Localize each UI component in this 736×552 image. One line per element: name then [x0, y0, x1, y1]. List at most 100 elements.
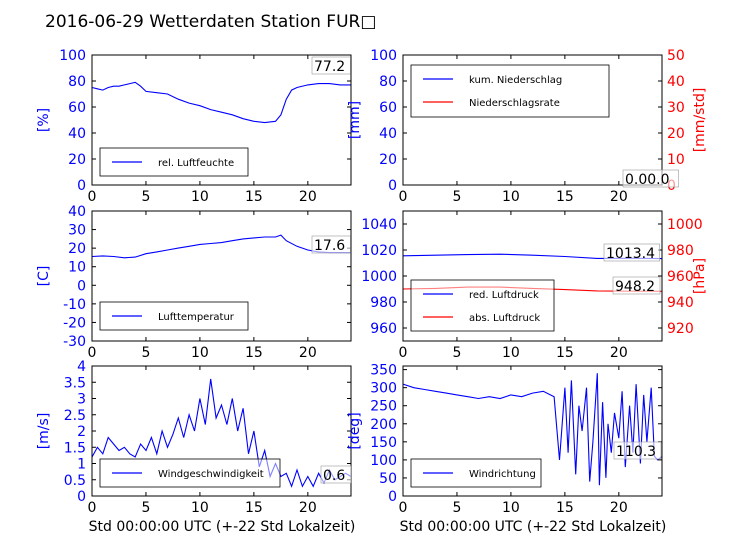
y-tick-label: 1020 [361, 243, 397, 259]
legend: rel. Luftfeuchte [99, 147, 249, 177]
y-tick-label: 80 [68, 74, 86, 90]
y-axis-label: [C] [36, 266, 52, 287]
x-tick-label: 0 [399, 500, 408, 516]
x-tick-label: 0 [399, 345, 408, 361]
x-tick-label: 20 [610, 345, 628, 361]
y-tick-label: 1.5 [64, 440, 86, 456]
y-tick-label: 40 [379, 126, 397, 142]
plot-frame [91, 54, 352, 186]
annotation-label: 17.6 [314, 238, 345, 254]
x-tick-label: 0 [88, 345, 97, 361]
y-tick-label: 80 [379, 74, 397, 90]
y2-axis-label: [mm/std] [692, 88, 708, 153]
legend-label: Windgeschwindigkeit [158, 469, 264, 480]
legend: red. Luftdruck abs. Luftdruck [410, 279, 555, 332]
annotation-box [603, 243, 660, 262]
annotation-box [622, 169, 679, 188]
plot-frame [402, 365, 663, 497]
y2-tick-label: 40 [667, 74, 685, 90]
legend-label: red. Luftdruck [469, 290, 539, 301]
y-tick-label: 0.5 [64, 473, 86, 489]
legend-label: abs. Luftdruck [469, 313, 540, 324]
x-tick-label: 10 [191, 189, 209, 205]
x-tick-label: 5 [452, 500, 461, 516]
x-tick-label: 15 [245, 500, 263, 516]
y-tick-label: 150 [370, 435, 397, 451]
annotation-box [320, 465, 352, 484]
annotation-box [311, 235, 351, 254]
y-axis-label: [mm] [347, 101, 363, 139]
y-tick-label: 20 [68, 241, 86, 257]
series-line [402, 373, 663, 486]
annotation-label: 77.2 [314, 59, 345, 75]
y-tick-label: 2 [77, 424, 86, 440]
legend: Windgeschwindigkeit [99, 458, 281, 488]
y2-tick-label: 1000 [667, 217, 703, 233]
chart-winddir: 0 5 10 15 20050100150200250300350[deg]Windri… [347, 363, 663, 516]
y-tick-label: -10 [63, 297, 86, 313]
x-tick-label: 10 [191, 345, 209, 361]
x-tick-label: 15 [556, 500, 574, 516]
x-tick-label: 5 [141, 500, 150, 516]
chart-precip: 0510152002040608010001020304050[mm][mm/s… [347, 48, 708, 205]
y-tick-label: 40 [68, 204, 86, 220]
x-tick-label: 20 [299, 345, 317, 361]
y-tick-label: 100 [59, 48, 86, 64]
series-line [91, 378, 352, 488]
y2-tick-label: 50 [667, 48, 685, 64]
y-axis-label: [deg] [347, 412, 363, 449]
annotation-label: 110.3 [616, 444, 656, 460]
legend-label: Windrichtung [469, 469, 536, 480]
y-tick-label: 30 [68, 223, 86, 239]
y-tick-label: -20 [63, 315, 86, 331]
y-tick-label: 1040 [361, 217, 397, 233]
y-tick-label: 40 [68, 126, 86, 142]
x-tick-label: 15 [556, 189, 574, 205]
y-tick-label: 300 [370, 381, 397, 397]
x-tick-label: 10 [502, 189, 520, 205]
chart-wind: 0 5 10 15 20 00.511.522.533.54 [m/s] Windgeschw… [36, 359, 352, 516]
x-tick-label: 20 [299, 500, 317, 516]
annotation-box [613, 441, 662, 460]
legend-box [410, 279, 555, 332]
annotation-label: 0.00.0 [625, 172, 670, 188]
x-tick-label: 15 [245, 189, 263, 205]
chart-pressure: 0 5 10 15 20 960 980 1000 1020 1040 920 940 960 980 10… [361, 210, 708, 361]
legend-label: Lufttemperatur [158, 312, 235, 323]
x-tick-label: 10 [191, 500, 209, 516]
y-axis-label: [m/s] [36, 413, 52, 450]
plot-frame [402, 54, 663, 186]
y-tick-label: 100 [370, 453, 397, 469]
y-tick-label: 1 [77, 457, 86, 473]
plot-frame [91, 210, 352, 342]
annotation-box [311, 56, 351, 75]
y-tick-label: 4 [77, 359, 86, 375]
y-tick-label: 3.5 [64, 375, 86, 391]
x-tick-label: 20 [299, 189, 317, 205]
annotation-label: 948.2 [615, 279, 655, 295]
y-tick-label: 350 [370, 363, 397, 379]
y-tick-label: 0 [77, 278, 86, 294]
y-tick-label: 60 [379, 100, 397, 116]
y-tick-label: 20 [68, 152, 86, 168]
x-tick-label: 0 [88, 189, 97, 205]
y-tick-label: 3 [77, 392, 86, 408]
y-axis-label: [%] [36, 108, 52, 132]
x-tick-label: 20 [610, 189, 628, 205]
y2-tick-label: 940 [667, 295, 694, 311]
y-tick-label: 0 [77, 489, 86, 505]
x-tick-label: 15 [556, 345, 574, 361]
x-tick-label: 10 [502, 345, 520, 361]
legend-label: kum. Niederschlag [469, 75, 562, 86]
y-tick-label: 20 [379, 152, 397, 168]
legend: Windrichtung [410, 458, 542, 488]
series-line [91, 234, 351, 259]
y-tick-label: 2.5 [64, 408, 86, 424]
x-tick-label: 5 [452, 189, 461, 205]
legend-label: rel. Luftfeuchte [158, 158, 234, 169]
chart-temp: 0 5 10 15 20 -30 -20 -10 0 10 20 30 40 [C] Lufttempera… [36, 204, 352, 361]
x-tick-label: 0 [399, 189, 408, 205]
x-tick-label: 5 [141, 345, 150, 361]
